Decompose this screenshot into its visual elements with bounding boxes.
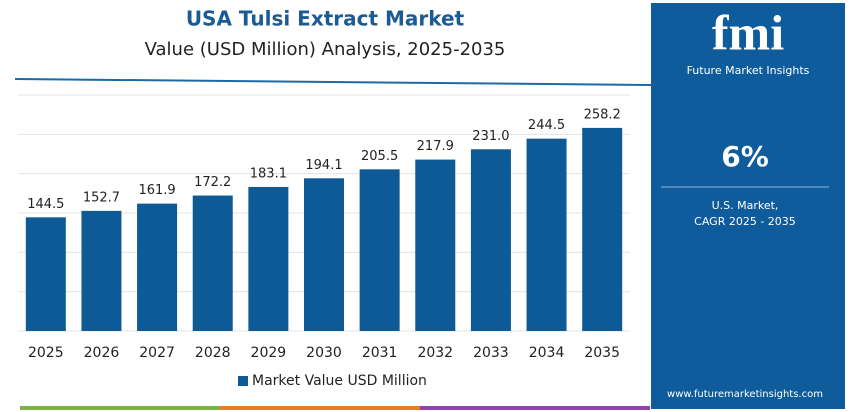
x-tick-label: 2027 <box>139 345 175 361</box>
footer-strip <box>420 406 650 410</box>
value-label: 231.0 <box>472 129 509 144</box>
value-label: 161.9 <box>138 183 175 198</box>
value-label: 244.5 <box>528 118 565 133</box>
title-rule <box>14 78 652 86</box>
bar <box>304 178 344 331</box>
footer-strip <box>220 406 420 410</box>
x-tick-label: 2026 <box>84 345 120 361</box>
chart-title: USA Tulsi Extract Market <box>186 7 465 31</box>
x-tick-label: 2033 <box>473 345 509 361</box>
x-tick-label: 2032 <box>417 345 453 361</box>
bar <box>470 149 511 331</box>
logo: fmi <box>712 4 784 60</box>
x-tick-label: 2035 <box>584 345 620 361</box>
legend-swatch <box>238 376 248 386</box>
x-tick-label: 2031 <box>362 345 398 361</box>
bar <box>81 210 122 331</box>
market-label: U.S. Market, <box>712 199 779 212</box>
bar <box>137 203 178 331</box>
value-label: 152.7 <box>83 190 120 205</box>
chart-subtitle: Value (USD Million) Analysis, 2025-2035 <box>145 39 506 60</box>
value-label: 217.9 <box>417 139 454 154</box>
footer-strip <box>20 406 220 410</box>
x-tick-label: 2025 <box>28 345 64 361</box>
period-label: CAGR 2025 - 2035 <box>694 215 796 228</box>
brand: Future Market Insights <box>687 64 810 77</box>
website: www.futuremarketinsights.com <box>667 389 823 400</box>
legend-label: Market Value USD Million <box>252 373 427 389</box>
x-tick-label: 2030 <box>306 345 342 361</box>
value-label: 205.5 <box>361 149 398 164</box>
value-label: 172.2 <box>194 175 231 190</box>
bar <box>248 186 289 331</box>
cagr-value: 6% <box>721 140 769 173</box>
x-tick-label: 2028 <box>195 345 231 361</box>
bar <box>415 159 456 331</box>
value-label: 194.1 <box>305 158 342 173</box>
side-panel <box>651 3 845 409</box>
x-tick-label: 2029 <box>251 345 287 361</box>
x-tick-label: 2034 <box>529 345 565 361</box>
bar <box>582 127 623 332</box>
value-label: 144.5 <box>27 197 64 212</box>
value-label: 183.1 <box>250 166 287 181</box>
bar <box>25 217 66 331</box>
bar <box>526 138 567 331</box>
bar <box>192 195 233 331</box>
value-label: 258.2 <box>584 107 621 122</box>
bar <box>359 169 400 331</box>
